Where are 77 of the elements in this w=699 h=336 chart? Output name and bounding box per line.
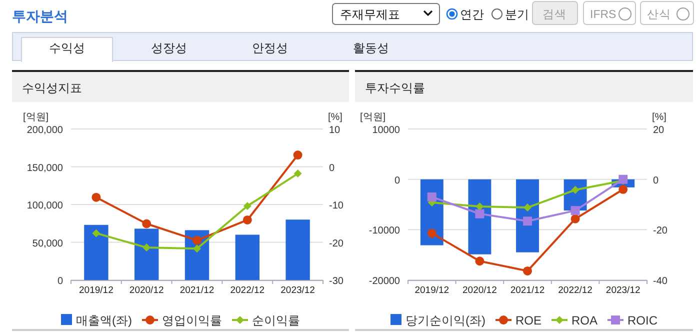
x-tick-label: 2022/12 bbox=[230, 285, 265, 296]
text: 성장성 bbox=[151, 41, 187, 55]
point bbox=[193, 244, 201, 253]
text: 분기 bbox=[505, 8, 529, 22]
y2-tick-label: -40 bbox=[653, 276, 668, 287]
point bbox=[570, 206, 580, 216]
point bbox=[523, 266, 532, 276]
point bbox=[475, 209, 484, 218]
point bbox=[293, 150, 302, 160]
point bbox=[242, 215, 252, 224]
y-tick-label: -20000 bbox=[368, 276, 400, 287]
y2-tick-label: -30 bbox=[329, 276, 344, 287]
y2-tick-label: 0 bbox=[653, 175, 659, 186]
bar bbox=[235, 234, 260, 280]
text: IFRS bbox=[590, 9, 617, 21]
y-axis-title: [억원] bbox=[360, 112, 386, 123]
y2-tick-label: 20 bbox=[653, 125, 665, 136]
x-tick-label: 2022/12 bbox=[558, 285, 592, 296]
point bbox=[571, 186, 580, 194]
x-tick-label: 2021/12 bbox=[180, 285, 214, 296]
text: 활동성 bbox=[353, 41, 389, 55]
y-tick-label: -10000 bbox=[368, 226, 400, 237]
x-tick-label: 2019/12 bbox=[79, 285, 114, 296]
legend-label: 영업이익률 bbox=[162, 314, 222, 328]
text: 투자분석 bbox=[12, 8, 68, 24]
bar bbox=[286, 220, 310, 280]
text: 안정성 bbox=[252, 41, 288, 55]
point bbox=[475, 256, 484, 266]
x-tick-label: 2023/12 bbox=[280, 285, 315, 296]
y-tick-label: 50,000 bbox=[32, 238, 64, 250]
x-tick-label: 2023/12 bbox=[606, 285, 640, 296]
text: 주재무제표 bbox=[340, 8, 400, 22]
y2-axis-title: [%] bbox=[652, 112, 667, 123]
bar bbox=[84, 224, 108, 280]
chart-title: 수익성지표 bbox=[22, 81, 82, 95]
point bbox=[92, 229, 100, 238]
x-tick-label: 2019/12 bbox=[414, 285, 450, 296]
y-tick-label: 0 bbox=[394, 175, 400, 186]
y-axis-title: [억원] bbox=[23, 112, 49, 123]
y2-tick-label: -10 bbox=[329, 200, 344, 212]
point bbox=[192, 236, 202, 245]
y-tick-label: 150,000 bbox=[26, 162, 64, 174]
point bbox=[524, 204, 532, 212]
point bbox=[427, 192, 436, 202]
y2-tick-label: 10 bbox=[329, 125, 341, 136]
legend-label: ROE bbox=[515, 314, 542, 328]
y-tick-label: 200,000 bbox=[26, 125, 64, 136]
chart-title: 투자수익률 bbox=[365, 81, 425, 95]
y2-tick-label: -20 bbox=[329, 238, 344, 250]
point bbox=[92, 192, 101, 202]
y2-axis-title: [%] bbox=[328, 112, 343, 123]
point bbox=[618, 184, 628, 194]
y-tick-label: 0 bbox=[57, 276, 64, 287]
point bbox=[427, 228, 436, 238]
text: 검색 bbox=[542, 9, 566, 21]
legend-label: ROIC bbox=[628, 314, 658, 328]
text: 연간 bbox=[460, 8, 484, 22]
text: 수익성 bbox=[49, 41, 85, 55]
y-tick-label: 10000 bbox=[372, 125, 400, 136]
point bbox=[570, 214, 580, 224]
y2-tick-label: 0 bbox=[329, 162, 335, 174]
x-tick-label: 2020/12 bbox=[462, 285, 497, 296]
legend-label: 매출액(좌) bbox=[76, 314, 132, 328]
y-tick-label: 100,000 bbox=[26, 200, 64, 212]
bar bbox=[134, 228, 159, 280]
x-tick-label: 2020/12 bbox=[129, 285, 164, 296]
point bbox=[523, 216, 532, 226]
legend-label: ROA bbox=[572, 314, 598, 328]
point bbox=[142, 244, 151, 252]
y2-tick-label: -20 bbox=[653, 226, 668, 237]
text: 산식 bbox=[647, 9, 671, 21]
legend-label: 순이익률 bbox=[252, 314, 300, 328]
point bbox=[294, 170, 302, 178]
point bbox=[243, 202, 252, 210]
legend-label: 당기순이익(좌) bbox=[405, 314, 486, 328]
point bbox=[142, 219, 152, 228]
x-tick-label: 2021/12 bbox=[510, 285, 545, 296]
